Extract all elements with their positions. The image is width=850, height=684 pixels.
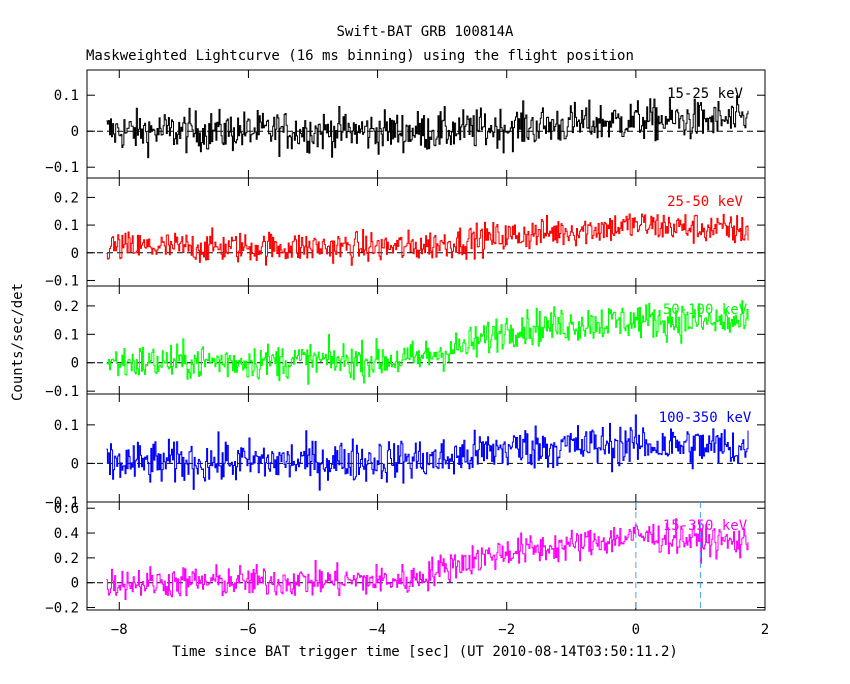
panel-5: 15-350 keV −0.2 0 0.2 0.4 0.6 [45,501,766,617]
y-tick-label: 0.1 [54,327,79,343]
panel-1: 15-25 keV −0.1 0 0.1 [45,69,766,179]
series-label: 25-50 keV [667,194,743,210]
y-tick-label: −0.1 [45,495,79,511]
y-tick-label: 0.1 [54,88,79,104]
x-tick-label: −4 [369,622,386,638]
y-tick-label: 0 [71,576,79,592]
panel-2: 25-50 keV −0.1 0 0.1 0.2 [45,177,766,289]
x-tick-label: −8 [111,622,128,638]
series-label: 50-100 keV [663,302,748,318]
lightcurve-series [106,414,749,491]
chart-subtitle: Maskweighted Lightcurve (16 ms binning) … [86,48,634,64]
lightcurve-series [106,518,749,600]
x-tick-label: −2 [498,622,515,638]
panel-4: 100-350 keV −0.1 0 0.1 [45,393,766,511]
y-tick-label: 0.1 [54,218,79,234]
series-label: 15-350 keV [663,518,748,534]
series-label: 15-25 keV [667,86,743,102]
panel-frame [86,501,766,611]
chart-title: Swift-BAT GRB 100814A [336,24,514,40]
series-label: 100-350 keV [659,410,752,426]
y-tick-label: −0.1 [45,273,79,289]
y-tick-label: −0.2 [45,601,79,617]
x-axis-label: Time since BAT trigger time [sec] (UT 20… [172,644,678,660]
y-tick-label: 0.2 [54,190,79,206]
x-tick-label: 2 [761,622,769,638]
y-tick-label: 0 [71,124,79,140]
y-tick-label: 0 [71,246,79,262]
y-tick-label: −0.1 [45,160,79,176]
y-tick-label: 0.1 [54,418,79,434]
x-tick-label: −6 [240,622,257,638]
y-tick-label: 0.6 [54,501,79,517]
panels-group: 15-25 keV−0.100.125-50 keV−0.100.10.250-… [45,69,769,638]
lightcurve-series [106,95,749,159]
panel-3: 50-100 keV −0.1 0 0.1 0.2 [45,285,766,400]
lightcurve-series [106,300,749,385]
y-axis-label: Counts/sec/det [10,283,26,401]
y-tick-label: −0.1 [45,384,79,400]
y-tick-label: 0 [71,356,79,372]
y-tick-label: 0 [71,456,79,472]
y-tick-label: 0.2 [54,299,79,315]
x-tick-label: 0 [632,622,640,638]
y-tick-label: 0.4 [54,526,79,542]
y-tick-label: 0.2 [54,551,79,567]
lightcurve-series [106,213,749,266]
